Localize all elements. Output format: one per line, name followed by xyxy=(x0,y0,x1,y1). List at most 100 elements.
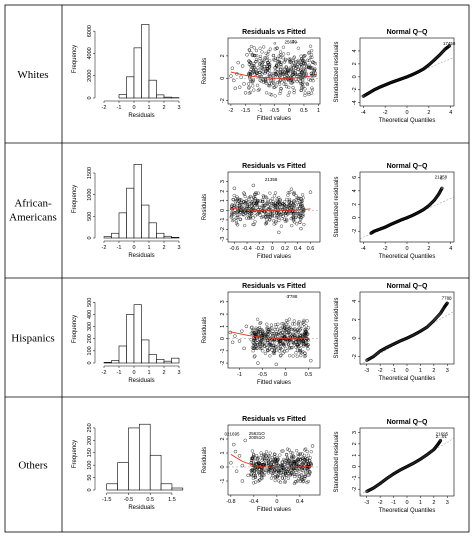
residual-point xyxy=(230,340,235,344)
residual-point xyxy=(254,192,258,196)
residual-point xyxy=(304,447,308,451)
residual-point xyxy=(285,453,289,457)
outlier-label: 25699 xyxy=(285,40,298,45)
residual-point xyxy=(281,449,285,453)
residual-point xyxy=(276,67,280,71)
residual-point xyxy=(270,455,274,460)
residual-point xyxy=(248,77,252,81)
histogram-bar xyxy=(148,354,157,364)
residual-point xyxy=(248,216,252,220)
residual-point xyxy=(258,325,262,330)
residual-point xyxy=(298,349,302,353)
residual-point xyxy=(253,456,257,460)
rvf-x-axis-label: Fitted values xyxy=(257,507,291,513)
rvf-y-tick-label: 0 xyxy=(220,337,226,340)
residual-point xyxy=(297,215,301,219)
residual-point xyxy=(275,64,279,68)
hist-x-tick-label: -1.5 xyxy=(102,497,111,503)
residual-point xyxy=(310,88,315,92)
residual-point xyxy=(295,458,300,462)
residual-point xyxy=(251,79,255,83)
residual-point xyxy=(276,59,280,64)
residual-point xyxy=(272,349,277,353)
residual-point xyxy=(254,202,258,206)
residual-point xyxy=(300,467,304,471)
outlier-label: 2...01 xyxy=(436,434,448,439)
outlier-label: 2... xyxy=(292,39,298,44)
residual-point xyxy=(299,61,303,65)
qq-point xyxy=(445,301,449,305)
hist-x-tick-label: 1 xyxy=(147,370,150,376)
rvf-x-axis-label: Fitted values xyxy=(257,116,291,122)
residual-point xyxy=(253,474,257,478)
residual-point xyxy=(252,473,256,477)
residual-point xyxy=(282,457,286,462)
residual-point xyxy=(272,350,276,354)
qq-y-tick-label: 2 xyxy=(352,442,358,445)
qq-x-tick-label: 4 xyxy=(449,246,452,252)
residual-point xyxy=(291,60,296,64)
residual-point xyxy=(292,200,296,204)
residual-point xyxy=(299,353,303,358)
residual-point xyxy=(277,333,282,337)
residual-point xyxy=(263,69,268,73)
residual-point xyxy=(292,472,296,476)
residual-point xyxy=(285,218,289,222)
hist-y-tick-label: 50 xyxy=(87,475,93,481)
residual-point xyxy=(285,76,289,80)
residual-point xyxy=(261,457,265,461)
outlier-label: 25631O xyxy=(249,431,266,436)
residual-point xyxy=(275,70,279,74)
residual-point xyxy=(240,463,245,468)
residual-point xyxy=(277,349,282,353)
residual-point xyxy=(277,59,281,64)
residual-point xyxy=(296,458,300,463)
residual-point xyxy=(291,215,295,220)
residual-point xyxy=(292,88,296,92)
residual-point xyxy=(300,204,304,208)
residual-point xyxy=(281,322,285,326)
residual-point xyxy=(278,202,282,206)
residual-point xyxy=(248,202,252,206)
residual-point xyxy=(232,204,236,208)
residual-point xyxy=(277,479,281,483)
residual-point xyxy=(290,346,294,350)
residual-point xyxy=(289,337,293,341)
residual-point xyxy=(287,317,291,321)
residual-point xyxy=(261,473,265,477)
residual-point xyxy=(275,475,279,479)
residual-point xyxy=(265,67,269,71)
residual-point xyxy=(250,79,254,83)
residual-point xyxy=(259,451,263,455)
residual-points xyxy=(229,44,318,98)
residual-point xyxy=(285,469,289,473)
residual-point xyxy=(288,60,293,64)
rvf-y-tick-label: -1 xyxy=(220,479,226,484)
residual-point xyxy=(263,222,268,226)
residual-point xyxy=(299,81,303,86)
residual-point xyxy=(252,481,256,485)
qq-title: Normal Q–Q xyxy=(387,419,428,426)
rvf-y-axis-label: Residuals xyxy=(202,58,208,84)
residual-point xyxy=(252,196,256,200)
residual-point xyxy=(254,57,258,62)
hist-x-axis-label: Residuals xyxy=(128,378,154,384)
residual-point xyxy=(293,69,297,73)
residual-point xyxy=(248,194,252,199)
residual-point xyxy=(283,462,287,467)
residual-point xyxy=(292,455,296,459)
outlier-label: o xyxy=(273,41,276,46)
qq-reference-line xyxy=(359,196,455,239)
residual-point xyxy=(243,195,247,199)
residual-point xyxy=(244,200,248,204)
residual-point xyxy=(262,204,266,208)
residual-point xyxy=(292,460,297,464)
residual-point xyxy=(258,213,262,217)
residual-point xyxy=(291,209,295,213)
residual-point xyxy=(267,453,271,458)
histogram-bar xyxy=(163,360,172,364)
residual-point xyxy=(300,82,304,86)
residual-point xyxy=(288,327,292,331)
residual-point xyxy=(301,193,305,197)
residual-point xyxy=(258,473,262,477)
